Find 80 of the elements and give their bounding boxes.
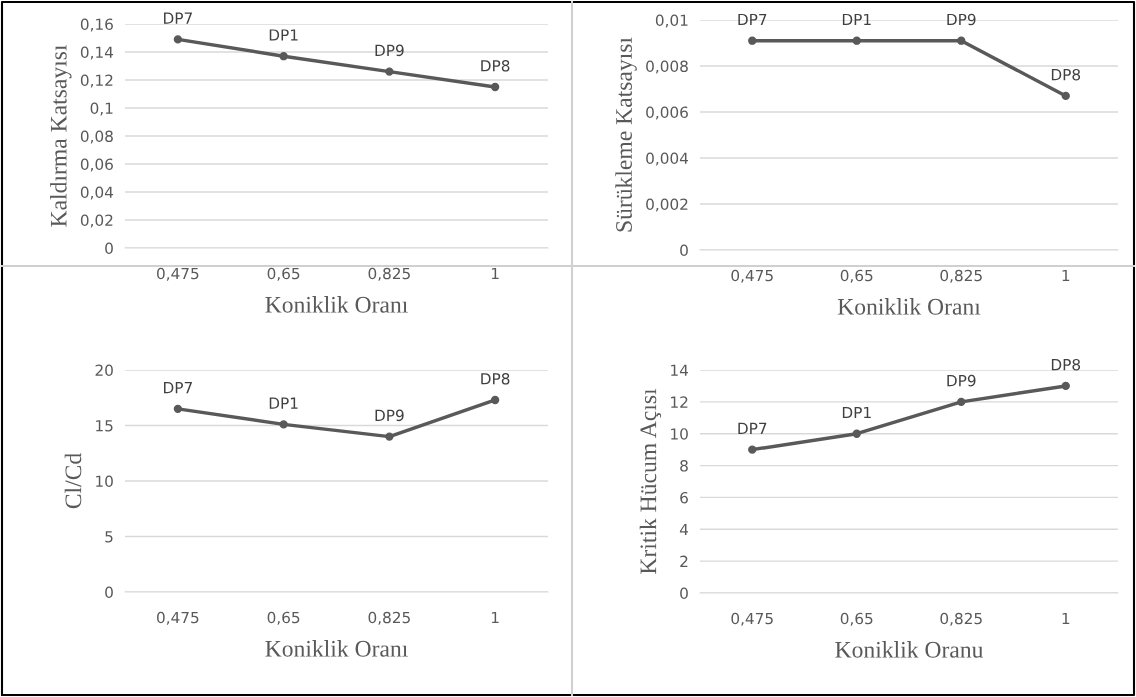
x-tick-label: 0,65 bbox=[840, 612, 873, 626]
y-tick-label: 0,12 bbox=[80, 74, 113, 88]
y-tick-label: 10 bbox=[96, 475, 113, 488]
y-tick-label: 0,16 bbox=[80, 18, 113, 32]
y-axis-title: Kritik Hücum Açısı bbox=[639, 388, 662, 574]
point bbox=[385, 67, 394, 76]
x-tick-label: 0,475 bbox=[157, 611, 199, 625]
y-tick-label: 6 bbox=[680, 491, 688, 504]
y-tick-label: 0,1 bbox=[90, 102, 113, 116]
annotation: DP7 bbox=[164, 12, 192, 24]
point bbox=[173, 404, 183, 414]
annotation: DP9 bbox=[375, 409, 404, 422]
point bbox=[279, 420, 288, 429]
y-tick-label: 4 bbox=[679, 523, 689, 536]
point bbox=[490, 82, 500, 92]
annotation: DP8 bbox=[1051, 68, 1081, 81]
annotation: DP1 bbox=[842, 13, 871, 26]
annotation: DP8 bbox=[481, 372, 510, 385]
x-tick-label: 0,65 bbox=[267, 611, 300, 625]
annotation: DP7 bbox=[164, 382, 192, 394]
y-tick-label: 14 bbox=[671, 364, 689, 376]
x-tick-label: 1 bbox=[491, 611, 499, 624]
y-tick-label: 0,14 bbox=[80, 46, 114, 60]
x-axis-title: Koniklik Oranı bbox=[265, 296, 408, 313]
y-tick-label: 0 bbox=[105, 242, 113, 255]
y-tick-label: 0,002 bbox=[646, 198, 688, 212]
point bbox=[852, 429, 861, 438]
y-tick-label: 0,004 bbox=[646, 152, 689, 166]
y-tick-label: 12 bbox=[671, 396, 688, 408]
y-tick-label: 0,008 bbox=[646, 60, 688, 74]
y-tick-label: 15 bbox=[96, 420, 113, 432]
y-tick-label: 20 bbox=[95, 364, 113, 377]
x-tick-label: 1 bbox=[1062, 612, 1070, 625]
y-tick-label: 0 bbox=[680, 587, 688, 600]
y-axis-title: Kaldırma Katsayısı bbox=[50, 44, 72, 227]
y-tick-label: 0,04 bbox=[80, 186, 114, 200]
x-tick-label: 0,825 bbox=[940, 269, 982, 283]
x-tick-label: 1 bbox=[1062, 269, 1070, 282]
x-tick-label: 0,475 bbox=[157, 267, 199, 281]
y-tick-label: 10 bbox=[671, 428, 688, 440]
x-tick-label: 0,65 bbox=[840, 269, 873, 283]
point bbox=[748, 445, 757, 454]
y-axis-title: Cl/Cd bbox=[64, 453, 82, 509]
x-tick-label: 0,825 bbox=[368, 611, 410, 625]
y-tick-label: 0,006 bbox=[646, 106, 688, 120]
y-tick-label: 0 bbox=[105, 586, 113, 599]
y-tick-label: 0,01 bbox=[655, 14, 688, 28]
y-tick-label: 0,02 bbox=[80, 214, 113, 228]
annotation: DP9 bbox=[947, 374, 976, 387]
annotation: DP9 bbox=[947, 13, 976, 26]
x-tick-label: 1 bbox=[491, 267, 499, 280]
annotation: DP9 bbox=[375, 44, 404, 57]
point bbox=[957, 397, 966, 407]
annotation: DP8 bbox=[481, 59, 510, 72]
x-tick-label: 0,825 bbox=[368, 267, 410, 281]
x-tick-label: 0,475 bbox=[731, 269, 773, 283]
y-tick-label: 0,08 bbox=[80, 130, 113, 144]
x-tick-label: 0,65 bbox=[267, 267, 300, 281]
y-tick-label: 0,06 bbox=[80, 158, 113, 172]
y-tick-label: 5 bbox=[105, 531, 113, 543]
annotation: DP8 bbox=[1051, 358, 1081, 371]
x-axis-title: Koniklik Oranı bbox=[837, 298, 981, 315]
annotation: DP7 bbox=[738, 13, 767, 26]
point bbox=[1061, 381, 1070, 391]
x-axis-title: Koniklik Oranu bbox=[835, 641, 984, 658]
annotation: DP7 bbox=[738, 422, 767, 434]
y-axis-title: Sürükleme Katsayısı bbox=[615, 37, 637, 232]
point bbox=[490, 395, 500, 405]
y-tick-label: 2 bbox=[680, 555, 688, 567]
y-tick-label: 0 bbox=[680, 244, 688, 257]
point bbox=[279, 52, 288, 61]
x-tick-label: 0,475 bbox=[731, 612, 773, 626]
x-axis-title: Koniklik Oranı bbox=[265, 640, 408, 657]
annotation: DP1 bbox=[269, 29, 298, 41]
annotation: DP1 bbox=[269, 397, 298, 409]
point bbox=[385, 432, 394, 441]
x-tick-label: 0,825 bbox=[940, 612, 982, 626]
y-tick-label: 8 bbox=[680, 460, 688, 472]
annotation: DP1 bbox=[842, 406, 871, 419]
point bbox=[173, 35, 183, 44]
